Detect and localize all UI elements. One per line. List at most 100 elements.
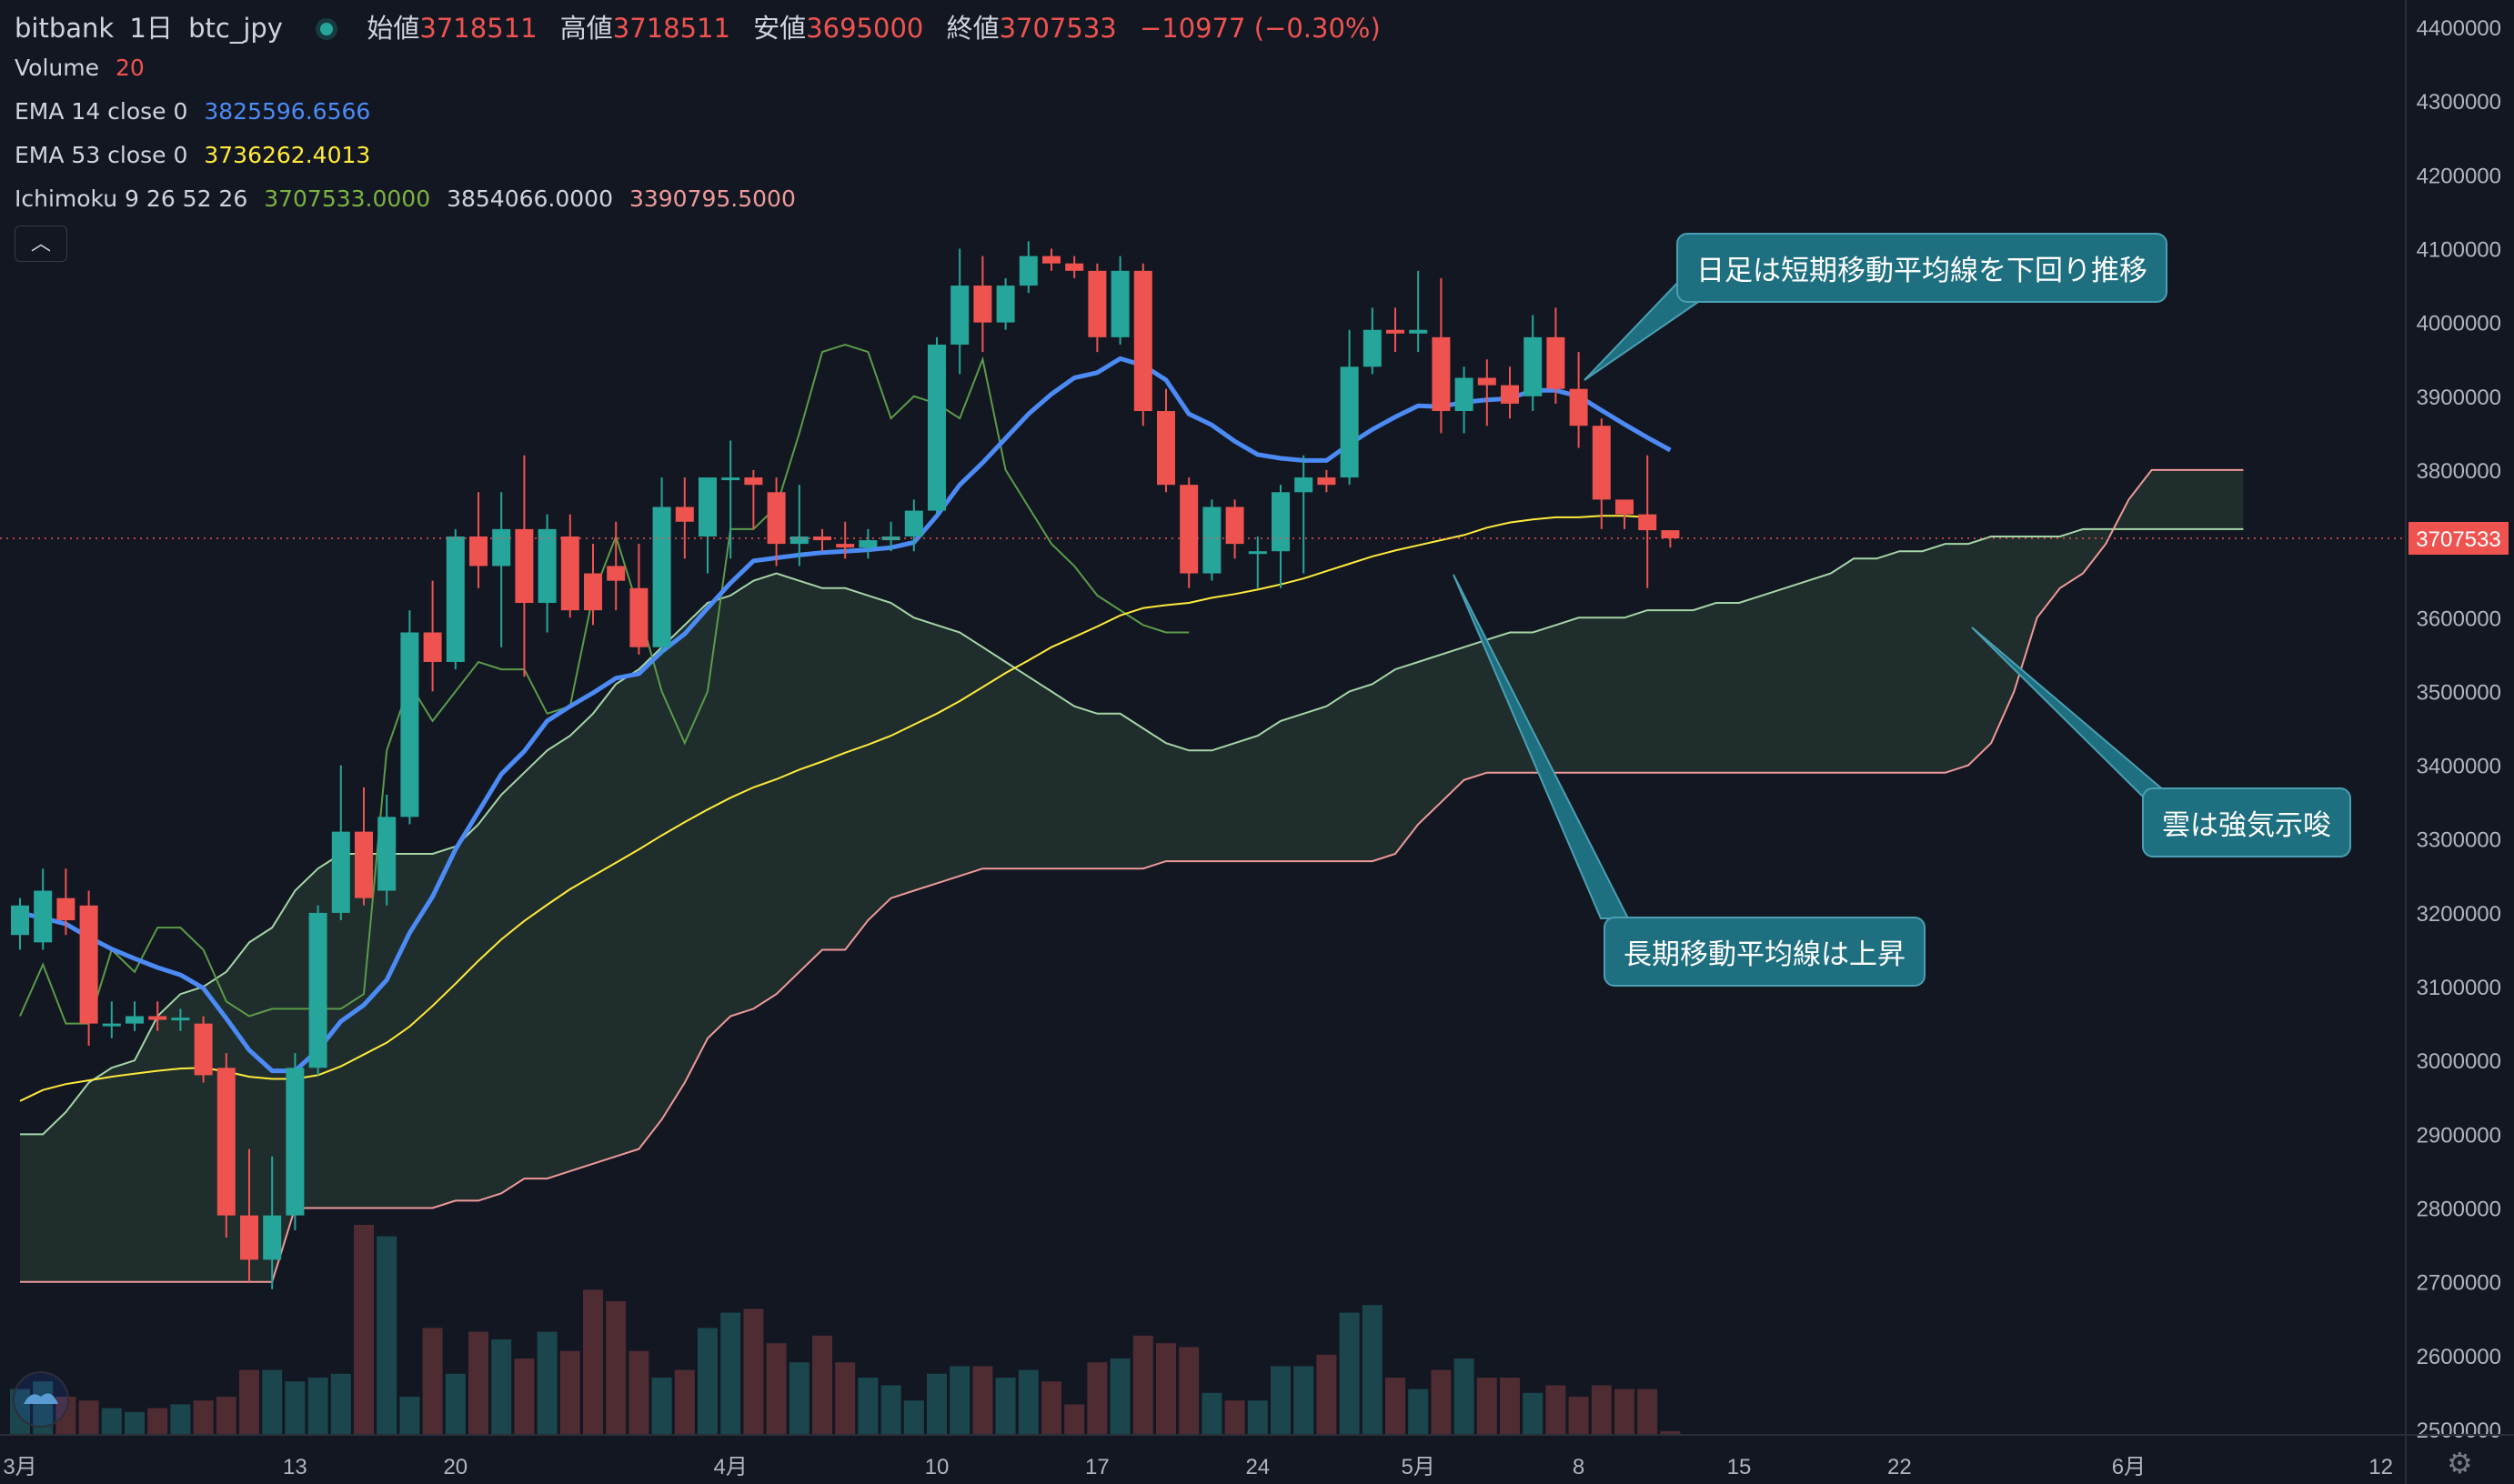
price-axis-tick-label: 2500000	[2417, 1419, 2501, 1443]
exchange-name[interactable]: bitbank	[15, 13, 115, 44]
volume-bar	[147, 1408, 168, 1435]
volume-bar	[537, 1331, 558, 1435]
chevron-up-icon: ︿	[30, 233, 51, 256]
low-label: 安値	[753, 13, 807, 44]
candle-body	[377, 817, 397, 891]
candle-body	[1180, 485, 1199, 574]
candle-body	[1638, 514, 1657, 531]
close-value: 3707533	[999, 13, 1117, 44]
candle-body	[102, 1023, 121, 1027]
volume-bar	[1202, 1392, 1222, 1435]
market-status-icon	[320, 22, 334, 35]
candle-body	[675, 506, 694, 522]
volume-bar	[1476, 1378, 1497, 1435]
candle-body	[1317, 477, 1336, 486]
candle-body	[928, 344, 946, 511]
volume-bar	[1523, 1392, 1544, 1435]
time-axis-tick-label: 6月	[2112, 1455, 2146, 1479]
volume-bar	[1385, 1378, 1405, 1435]
tradingview-logo-icon[interactable]	[13, 1371, 69, 1428]
volume-bar	[307, 1378, 328, 1435]
price-axis-tick-label: 2600000	[2417, 1345, 2501, 1369]
open-value: 3718511	[419, 13, 538, 44]
candle-body	[1569, 388, 1588, 426]
volume-bar	[1110, 1359, 1131, 1435]
candle-body	[1454, 377, 1473, 412]
volume-bar	[1132, 1335, 1153, 1435]
volume-bar	[858, 1378, 879, 1435]
ema53-legend[interactable]: EMA 53 close 0 3736262.4013	[15, 142, 370, 168]
candle-body	[194, 1023, 213, 1076]
ema14-legend[interactable]: EMA 14 close 0 3825596.6566	[15, 98, 370, 125]
interval-label[interactable]: 1日	[129, 13, 173, 44]
volume-bar	[743, 1309, 764, 1435]
time-axis-tick-label: 17	[1085, 1455, 1110, 1479]
volume-bar	[1568, 1397, 1589, 1435]
close-label: 終値	[946, 13, 1000, 44]
candle-body	[11, 905, 29, 936]
volume-bar	[193, 1400, 214, 1435]
collapse-legend-button[interactable]: ︿	[15, 226, 67, 262]
volume-bar	[628, 1350, 649, 1435]
volume-bar	[1408, 1389, 1429, 1435]
candle-body	[607, 566, 626, 581]
candle-body	[1523, 336, 1543, 396]
high-value: 3718511	[612, 13, 730, 44]
price-axis-tick-label: 4300000	[2417, 90, 2501, 115]
volume-bar	[1637, 1389, 1658, 1435]
volume-bar	[1545, 1385, 1566, 1435]
candle-body	[1546, 336, 1565, 389]
candle-body	[1363, 329, 1382, 367]
candle-body	[836, 544, 855, 548]
volume-bar	[1247, 1400, 1268, 1435]
ema14-value: 3825596.6566	[204, 98, 371, 125]
candle-body	[34, 890, 53, 943]
callout-long-ema: 長期移動平均線は上昇	[1604, 917, 1926, 987]
volume-bar	[514, 1359, 535, 1435]
volume-bar	[1041, 1381, 1061, 1435]
volume-legend[interactable]: Volume 20	[15, 55, 145, 81]
candle-body	[996, 286, 1015, 323]
volume-bar	[1179, 1347, 1200, 1435]
candle-body	[652, 506, 671, 647]
time-axis-tick-label: 15	[1727, 1455, 1752, 1479]
volume-label: Volume	[15, 55, 99, 81]
ichimoku-legend[interactable]: Ichimoku 9 26 52 26 3707533.0000 3854066…	[15, 186, 796, 212]
ema14-label: EMA 14 close 0	[15, 98, 188, 125]
candle-body	[560, 536, 579, 611]
ichimoku-lead-b-line	[20, 468, 2244, 1283]
volume-bar	[674, 1369, 695, 1435]
candle-body	[1202, 506, 1222, 574]
candle-body	[79, 905, 98, 1024]
candle-body	[973, 286, 992, 323]
ema53-value: 3736262.4013	[204, 142, 371, 168]
candle-body	[1065, 263, 1084, 271]
volume-bar	[1431, 1369, 1452, 1435]
volume-value: 20	[115, 55, 145, 81]
volume-bar	[330, 1373, 351, 1435]
candle-body	[699, 477, 717, 536]
volume-bar	[559, 1350, 580, 1435]
price-axis-tick-label: 3400000	[2417, 755, 2501, 779]
candle-body	[400, 632, 419, 817]
price-axis-tick-label: 3900000	[2417, 386, 2501, 410]
candle-body	[423, 632, 442, 662]
symbol-legend: bitbank 1日 btc_jpy 始値3718511 高値3718511 安…	[15, 7, 1395, 45]
ichimoku-conversion-line	[19, 343, 1190, 1025]
time-axis-tick-label: 24	[1245, 1455, 1270, 1479]
candle-body	[355, 831, 373, 898]
candle-body	[1294, 477, 1313, 493]
volume-bar	[1339, 1312, 1360, 1435]
candle-body	[1248, 551, 1267, 555]
volume-bar	[125, 1411, 145, 1435]
gear-icon[interactable]: ⚙	[2447, 1446, 2473, 1480]
volume-bar	[1087, 1362, 1108, 1435]
price-axis-tick-label: 4200000	[2417, 164, 2501, 188]
candle-body	[1157, 411, 1175, 486]
volume-bar	[468, 1331, 488, 1435]
volume-bar	[1453, 1359, 1474, 1435]
symbol-name[interactable]: btc_jpy	[188, 13, 283, 44]
price-axis-tick-label: 2700000	[2417, 1271, 2501, 1296]
volume-bar	[354, 1225, 374, 1435]
